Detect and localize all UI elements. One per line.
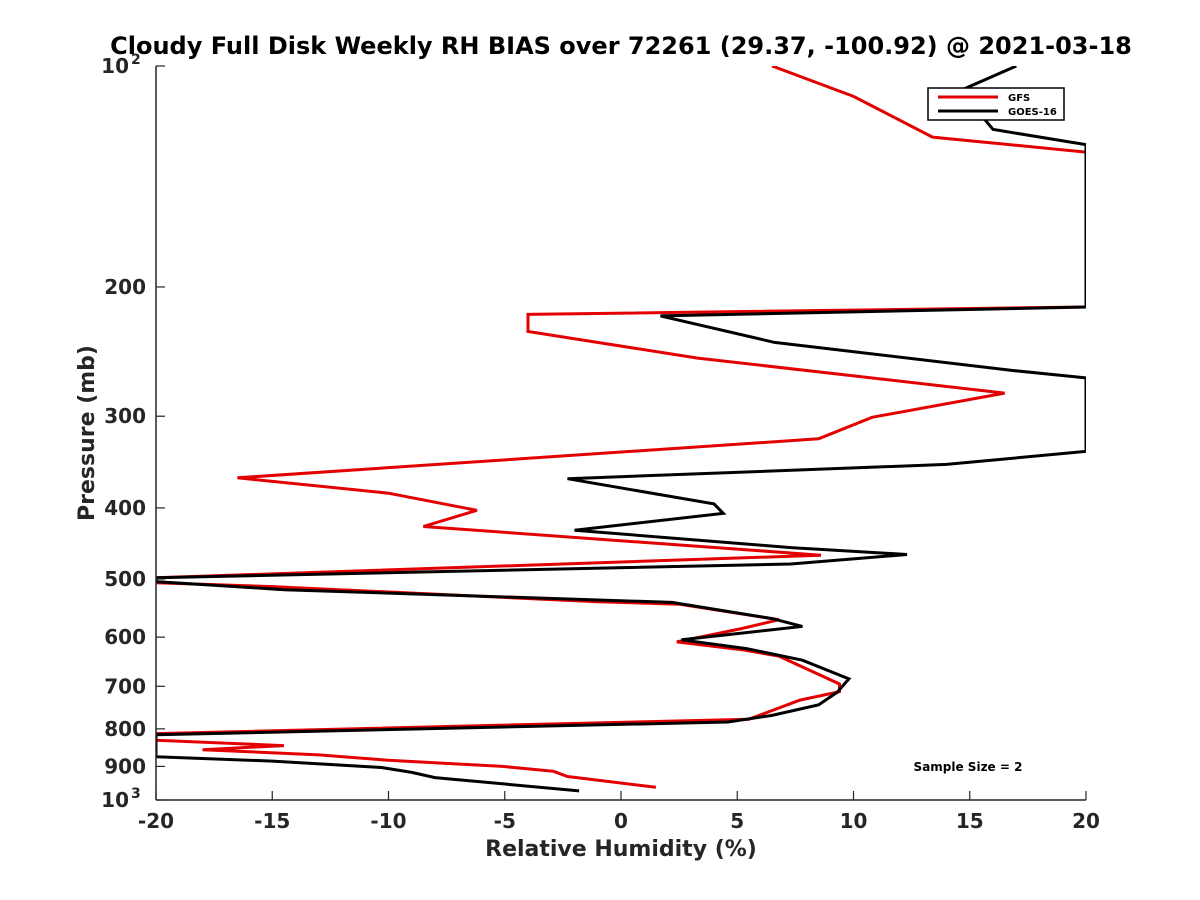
legend: GFS GOES-16 bbox=[927, 87, 1065, 121]
x-tick-label: -15 bbox=[254, 809, 290, 833]
legend-label: GFS bbox=[1008, 93, 1030, 104]
y-tick-label: 900 bbox=[104, 754, 146, 778]
series-line-gfs bbox=[156, 66, 1086, 789]
y-tick-label: 10 bbox=[101, 54, 129, 78]
x-tick-label: 15 bbox=[956, 809, 984, 833]
x-tick-label: -5 bbox=[494, 809, 516, 833]
y-tick-label: 400 bbox=[104, 496, 146, 520]
y-tick-label: 700 bbox=[104, 674, 146, 698]
legend-box bbox=[927, 87, 1065, 121]
legend-label: GOES-16 bbox=[1008, 107, 1057, 118]
series-line-goes-16 bbox=[156, 66, 1086, 793]
y-tick-label: 10 bbox=[101, 788, 129, 812]
chart-title: Cloudy Full Disk Weekly RH BIAS over 722… bbox=[110, 32, 1132, 60]
axes-layer bbox=[155, 66, 1086, 801]
x-tick-label: 0 bbox=[614, 809, 628, 833]
y-tick-label: 600 bbox=[104, 625, 146, 649]
x-tick-label: 10 bbox=[840, 809, 868, 833]
y-tick-label: 300 bbox=[104, 404, 146, 428]
sample-size-annotation: Sample Size = 2 bbox=[914, 760, 1023, 774]
y-tick-label: 800 bbox=[104, 717, 146, 741]
x-tick-label: 5 bbox=[730, 809, 744, 833]
y-tick-exponent: 2 bbox=[131, 52, 141, 68]
y-tick-exponent: 3 bbox=[131, 786, 141, 802]
x-tick-label: 20 bbox=[1072, 809, 1100, 833]
x-tick-label: -10 bbox=[370, 809, 406, 833]
x-tick-label: -20 bbox=[138, 809, 174, 833]
series-layer bbox=[156, 66, 1086, 793]
y-tick-label: 200 bbox=[104, 275, 146, 299]
x-axis-label: Relative Humidity (%) bbox=[485, 837, 757, 862]
y-tick-label: 500 bbox=[104, 567, 146, 591]
y-axis-label: Pressure (mb) bbox=[75, 345, 100, 521]
